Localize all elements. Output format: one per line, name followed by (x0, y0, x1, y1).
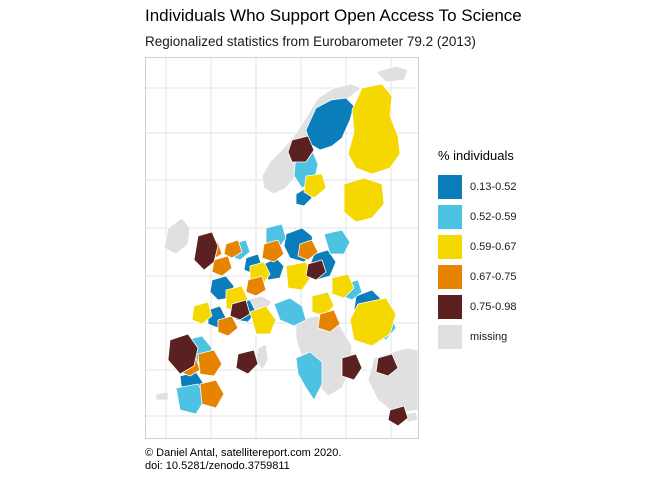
map-caption: © Daniel Antal, satellitereport.com 2020… (145, 447, 341, 472)
legend-swatch (438, 295, 462, 319)
legend-swatch (438, 235, 462, 259)
legend-swatch (438, 175, 462, 199)
legend-title: % individuals (438, 148, 514, 163)
legend-item: missing (438, 322, 558, 352)
map-legend: % individuals 0.13-0.52 0.52-0.59 0.59-0.6… (438, 148, 558, 352)
legend-item: 0.52-0.59 (438, 202, 558, 232)
legend-label: 0.67-0.75 (470, 271, 517, 283)
europe-choropleth-map (146, 58, 418, 438)
map-title: Individuals Who Support Open Access To S… (145, 6, 522, 25)
regions-0-59-0-67 (191, 83, 401, 347)
map-subtitle: Regionalized statistics from Eurobaromet… (145, 34, 476, 49)
legend-swatch (438, 265, 462, 289)
regions-0-75-0-98 (167, 135, 409, 427)
legend-label: 0.75-0.98 (470, 301, 517, 313)
legend-label: missing (470, 331, 508, 343)
legend-label: 0.52-0.59 (470, 211, 517, 223)
legend-item: 0.13-0.52 (438, 172, 558, 202)
legend-swatch (438, 325, 462, 349)
map-panel (145, 57, 419, 439)
caption-line-1: © Daniel Antal, satellitereport.com 2020… (145, 447, 342, 459)
legend-swatch (438, 205, 462, 229)
legend-label: 0.59-0.67 (470, 241, 517, 253)
legend-label: 0.13-0.52 (470, 181, 517, 193)
legend-item: 0.59-0.67 (438, 232, 558, 262)
legend-item: 0.67-0.75 (438, 262, 558, 292)
legend-item: 0.75-0.98 (438, 292, 558, 322)
caption-line-2: doi: 10.5281/zenodo.3759811 (145, 459, 290, 472)
